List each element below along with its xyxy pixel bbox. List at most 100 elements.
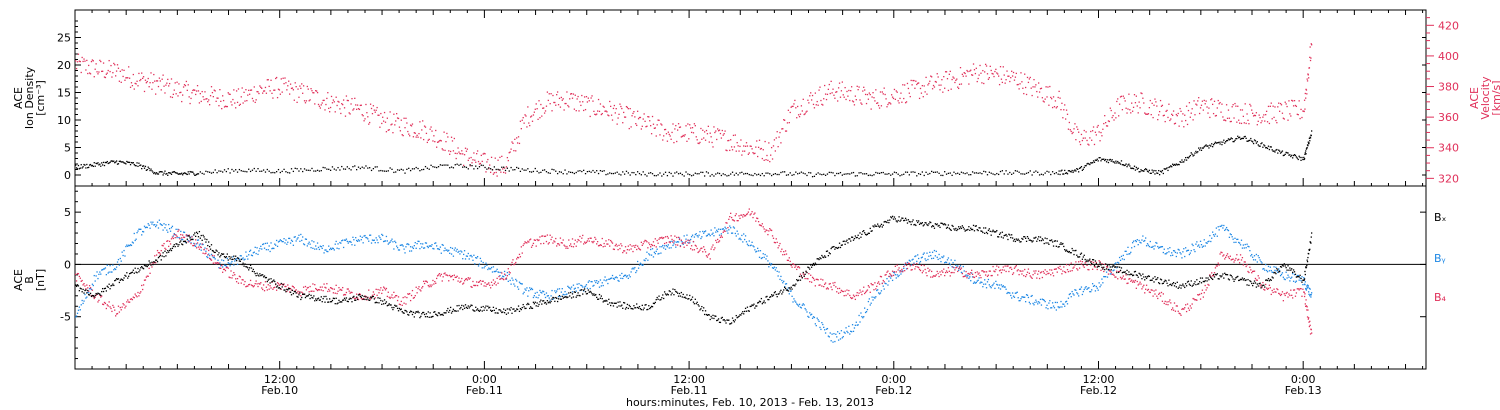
ion-density-point bbox=[1121, 164, 1124, 166]
by-point bbox=[1295, 280, 1298, 282]
bz-point bbox=[640, 241, 643, 243]
velocity-point bbox=[916, 83, 918, 86]
ion-density-point bbox=[270, 172, 272, 174]
by-point bbox=[221, 259, 223, 261]
bz-point bbox=[105, 307, 108, 310]
ion-density-point bbox=[197, 173, 200, 175]
velocity-point bbox=[1117, 98, 1119, 100]
by-point bbox=[699, 231, 701, 233]
velocity-point bbox=[349, 113, 351, 115]
bz-point bbox=[435, 282, 437, 284]
velocity-point bbox=[193, 89, 195, 91]
bz-point bbox=[854, 298, 857, 301]
bz-point bbox=[864, 291, 867, 293]
by-point bbox=[1006, 292, 1008, 295]
velocity-point bbox=[518, 142, 521, 145]
by-point bbox=[81, 299, 83, 302]
bz-point bbox=[398, 303, 401, 305]
velocity-point bbox=[1291, 99, 1293, 102]
ion-density-point bbox=[1296, 157, 1298, 159]
ion-density-point bbox=[235, 169, 237, 171]
by-point bbox=[804, 307, 806, 310]
velocity-point bbox=[623, 116, 626, 118]
by-point bbox=[228, 262, 230, 265]
ion-density-point bbox=[1155, 170, 1157, 172]
by-point bbox=[1308, 287, 1311, 290]
bz-point bbox=[217, 262, 219, 264]
bz-point bbox=[386, 295, 388, 298]
by-point bbox=[1062, 303, 1064, 305]
ion-density-point bbox=[702, 171, 704, 174]
bz-point bbox=[939, 271, 941, 273]
velocity-point bbox=[1292, 100, 1294, 102]
velocity-point bbox=[514, 138, 516, 140]
by-point bbox=[1168, 251, 1170, 253]
bz-point bbox=[960, 267, 963, 269]
velocity-point bbox=[1027, 81, 1030, 84]
velocity-point bbox=[908, 92, 910, 94]
bz-point bbox=[795, 265, 797, 267]
velocity-point bbox=[784, 130, 787, 132]
velocity-point bbox=[1122, 95, 1124, 97]
bz-point bbox=[436, 277, 438, 280]
ion-density-point bbox=[1172, 164, 1175, 166]
by-point bbox=[1057, 306, 1059, 308]
ion-density-point bbox=[205, 170, 207, 172]
by-point bbox=[774, 269, 776, 271]
by-point bbox=[1027, 296, 1030, 299]
bz-point bbox=[332, 292, 335, 294]
ion-density-point bbox=[275, 170, 278, 173]
x-tick-time-label: 0:00 bbox=[1291, 373, 1316, 386]
velocity-point bbox=[872, 92, 874, 94]
velocity-point bbox=[87, 72, 89, 75]
ion-density-point bbox=[1131, 167, 1133, 170]
ion-density-point bbox=[1118, 162, 1121, 164]
velocity-point bbox=[510, 148, 512, 150]
by-point bbox=[1198, 246, 1201, 248]
by-point bbox=[1192, 244, 1194, 247]
velocity-point bbox=[1089, 137, 1091, 139]
ion-density-point bbox=[940, 174, 942, 177]
by-point bbox=[538, 294, 540, 296]
bz-point bbox=[617, 248, 619, 251]
ion-density-point bbox=[743, 173, 745, 175]
velocity-point bbox=[449, 150, 452, 153]
velocity-point bbox=[102, 62, 105, 64]
by-point bbox=[271, 247, 273, 250]
ion-density-point bbox=[1178, 163, 1180, 166]
ion-density-point bbox=[129, 164, 132, 166]
by-point bbox=[654, 252, 656, 255]
bz-point bbox=[952, 266, 954, 268]
bz-point bbox=[328, 288, 330, 291]
velocity-point bbox=[1207, 112, 1209, 114]
ion-density-point bbox=[1101, 158, 1103, 160]
velocity-point bbox=[817, 104, 819, 106]
bz-point bbox=[167, 240, 169, 242]
velocity-point bbox=[110, 64, 112, 67]
by-point bbox=[393, 248, 395, 250]
by-point bbox=[467, 252, 469, 255]
velocity-point bbox=[513, 149, 515, 152]
velocity-point bbox=[762, 149, 764, 151]
ion-density-point bbox=[1278, 150, 1281, 152]
bz-point bbox=[570, 245, 573, 248]
velocity-point bbox=[1096, 126, 1098, 128]
bz-point bbox=[466, 279, 469, 281]
velocity-point bbox=[468, 157, 470, 159]
bz-point bbox=[544, 235, 547, 237]
by-point bbox=[984, 283, 987, 285]
by-point bbox=[411, 246, 414, 248]
ion-density-point bbox=[767, 172, 769, 174]
by-point bbox=[1252, 259, 1255, 261]
bz-point bbox=[968, 272, 970, 275]
velocity-point bbox=[249, 89, 252, 91]
bz-point bbox=[478, 281, 481, 283]
velocity-point bbox=[1249, 103, 1251, 106]
bz-point bbox=[650, 246, 652, 248]
velocity-point bbox=[571, 97, 574, 99]
by-point bbox=[437, 248, 440, 250]
ion-density-point bbox=[1230, 137, 1232, 139]
by-point bbox=[783, 285, 786, 288]
by-point bbox=[1184, 255, 1186, 258]
